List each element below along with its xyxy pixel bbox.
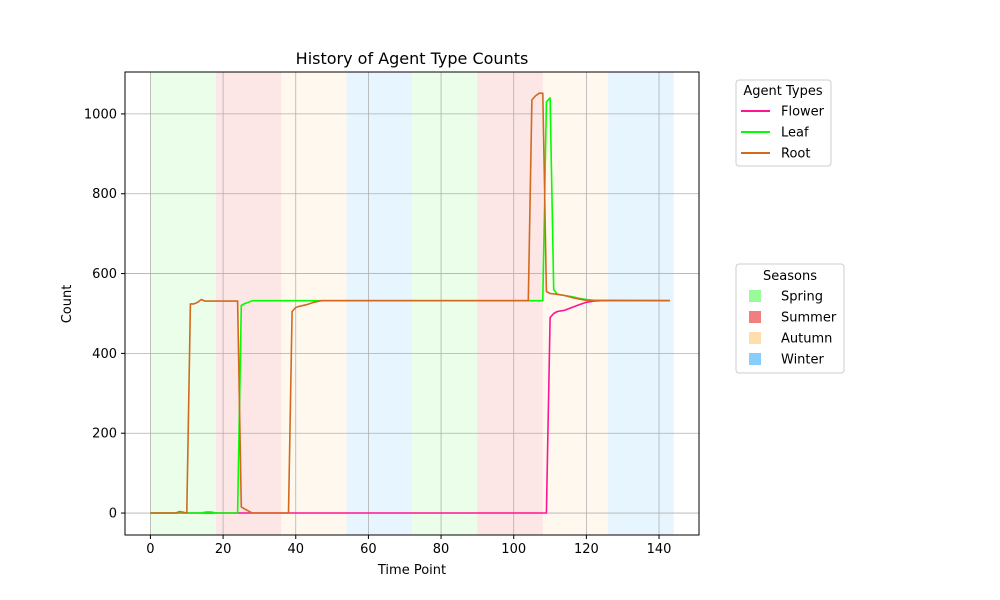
x-tick-label: 100 — [501, 542, 526, 557]
legend-label-winter: Winter — [781, 353, 825, 368]
season-band-winter — [346, 72, 412, 535]
season-band-summer — [477, 72, 543, 535]
x-tick-label: 0 — [146, 542, 154, 557]
x-axis-label: Time Point — [377, 563, 446, 578]
y-tick-label: 400 — [92, 347, 117, 362]
legend-agent-types: Agent Types Flower Leaf Root — [735, 79, 832, 167]
legend-label-leaf: Leaf — [781, 126, 809, 141]
legend-label-autumn: Autumn — [781, 332, 832, 347]
season-band-summer — [215, 72, 282, 535]
y-axis-ticks: 0 200 400 600 800 1000 — [84, 107, 125, 522]
series-line-flower — [150, 299, 670, 514]
grid-lines — [125, 72, 699, 535]
x-tick-label: 40 — [287, 542, 304, 557]
season-band-spring — [412, 72, 478, 535]
y-tick-label: 200 — [92, 427, 117, 442]
plot-frame — [124, 71, 700, 536]
legend-swatch-winter — [749, 353, 761, 365]
y-tick-label: 0 — [109, 507, 117, 522]
legend-agent-title: Agent Types — [743, 84, 822, 99]
legend-label-root: Root — [781, 147, 810, 162]
series-lines — [150, 92, 670, 514]
legend-label-summer: Summer — [781, 311, 837, 326]
legend-swatch-spring — [749, 290, 761, 302]
legend-season-title: Seasons — [763, 269, 817, 284]
legend-seasons: Seasons Spring Summer Autumn Winter — [735, 263, 845, 374]
y-axis-label: Count — [60, 285, 75, 324]
y-tick-label: 1000 — [84, 107, 117, 122]
legend-swatch-summer — [749, 311, 761, 323]
season-bands — [150, 72, 674, 535]
x-tick-label: 80 — [433, 542, 450, 557]
legend-swatch-autumn — [749, 332, 761, 344]
series-line-root — [150, 92, 670, 514]
legend-label-flower: Flower — [781, 105, 825, 120]
y-tick-label: 800 — [92, 187, 117, 202]
x-tick-label: 140 — [647, 542, 672, 557]
x-tick-label: 120 — [574, 542, 599, 557]
chart-title: History of Agent Type Counts — [296, 49, 529, 68]
x-axis-ticks: 0 20 40 60 80 100 120 140 — [146, 535, 671, 557]
season-band-autumn — [281, 72, 347, 535]
season-band-spring — [150, 72, 216, 535]
x-tick-label: 20 — [215, 542, 232, 557]
legend-season-frame — [735, 263, 845, 374]
y-tick-label: 600 — [92, 267, 117, 282]
legend-agent-frame — [735, 79, 832, 167]
season-band-autumn — [542, 72, 609, 535]
season-band-winter — [608, 72, 674, 535]
legend-label-spring: Spring — [781, 290, 823, 305]
x-tick-label: 60 — [360, 542, 377, 557]
